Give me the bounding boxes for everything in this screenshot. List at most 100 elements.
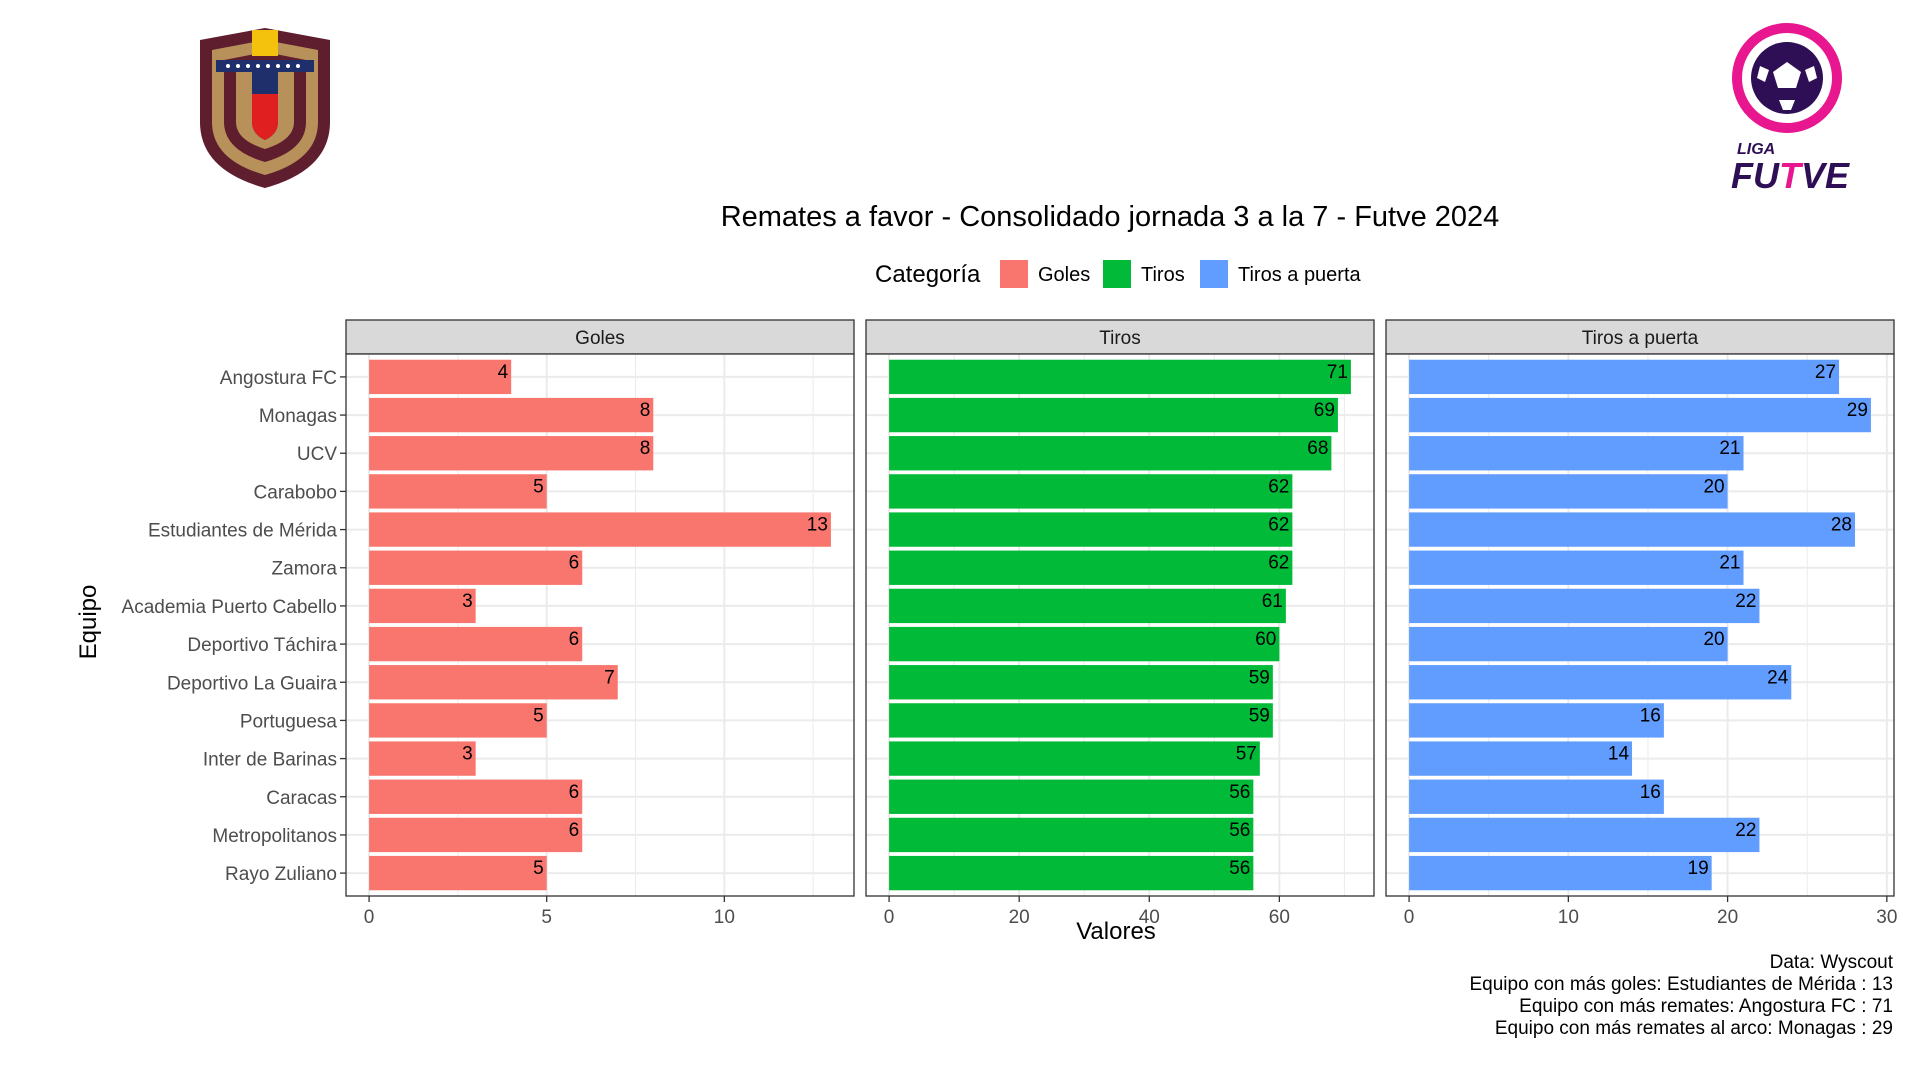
bar-2-13 [1409,855,1712,891]
y-tick-label-8: Deportivo La Guaira [167,673,337,694]
strip-label-0: Goles [575,328,625,349]
bar-label-0-2: 8 [640,438,651,459]
legend-key-2 [1200,260,1228,288]
panel-1: Tiros 71 69 68 62 62 62 61 60 59 59 57 56 56 56 0 20 40 60 [865,319,1375,928]
bar-0-13 [369,855,547,891]
bar-label-2-11: 16 [1640,782,1661,803]
bar-label-2-0: 27 [1815,362,1836,383]
y-tick-label-12: Metropolitanos [212,826,337,847]
bar-1-12 [889,817,1254,853]
x-tick-label-2-1: 10 [1558,907,1579,928]
legend-key-0 [1000,260,1028,288]
bar-label-1-4: 62 [1268,515,1289,536]
bar-0-4 [369,512,831,547]
bar-1-1 [889,397,1338,433]
bar-label-0-8: 7 [604,667,615,688]
bar-label-0-3: 5 [533,476,544,497]
bar-1-6 [889,588,1286,624]
strip-label-2: Tiros a puerta [1582,328,1699,349]
y-axis: Angostura FC Monagas UCV Carabobo Estudiante… [122,368,346,885]
bar-2-1 [1409,397,1871,433]
y-tick-label-5: Zamora [272,559,338,580]
panel-0: Goles 4 8 8 5 13 6 3 6 7 5 3 6 6 5 0 5 10 [345,319,855,928]
bar-0-0 [369,359,512,395]
bar-label-2-13: 19 [1688,858,1709,879]
bar-label-1-1: 69 [1314,400,1335,421]
facet-panels: Goles 4 8 8 5 13 6 3 6 7 5 3 6 6 5 0 5 10 Tiros 71 69 68 62 62 6… [345,319,1897,928]
bar-2-9 [1409,703,1664,738]
bar-2-5 [1409,550,1744,585]
bar-label-1-8: 59 [1249,667,1270,688]
bar-label-2-9: 16 [1640,705,1661,726]
legend-title: Categoría [875,261,981,288]
bar-label-1-0: 71 [1327,362,1348,383]
bar-2-11 [1409,779,1664,814]
y-tick-label-0: Angostura FC [220,368,337,389]
y-tick-label-7: Deportivo Táchira [187,635,337,656]
bar-label-1-2: 68 [1307,438,1328,459]
fvf-crest-logo [200,28,330,188]
x-tick-label-2-3: 30 [1876,907,1897,928]
bar-label-2-12: 22 [1735,820,1756,841]
bar-1-9 [889,703,1273,738]
bar-2-2 [1409,436,1744,471]
bar-label-2-6: 22 [1735,591,1756,612]
bar-label-2-1: 29 [1847,400,1868,421]
bar-1-8 [889,665,1273,700]
bar-label-0-0: 4 [498,362,509,383]
bar-1-11 [889,779,1254,814]
bar-2-8 [1409,665,1792,700]
panel-2: Tiros a puerta 27 29 21 20 28 21 22 20 24 16 14 16 22… [1385,319,1897,928]
liga-text: LIGA [1737,141,1775,158]
caption-line-2: Equipo con más remates: Angostura FC : 7… [1519,996,1893,1017]
x-tick-label-2-2: 20 [1717,907,1738,928]
bar-label-2-4: 28 [1831,515,1852,536]
panel-bg-0 [346,354,854,896]
bar-label-0-10: 3 [462,744,473,765]
caption-line-3: Equipo con más remates al arco: Monagas … [1495,1018,1893,1039]
bar-label-1-12: 56 [1229,820,1250,841]
bar-0-3 [369,474,547,509]
bar-label-1-5: 62 [1268,553,1289,574]
legend-label-2: Tiros a puerta [1238,264,1362,286]
bar-0-6 [369,588,476,624]
panel-border-0 [345,353,855,897]
bar-label-1-7: 60 [1255,629,1276,650]
bar-label-2-5: 21 [1719,553,1740,574]
strip-1 [865,319,1375,355]
bar-label-1-13: 56 [1229,858,1250,879]
bar-1-2 [889,436,1332,471]
x-axis-title: Valores [1076,918,1156,945]
legend: Categoría Goles Tiros Tiros a puerta [875,260,1362,288]
strip-2 [1385,319,1895,355]
liga-futve-logo: LIGA FUTVE [1731,23,1850,196]
bar-label-0-9: 5 [533,705,544,726]
bar-2-10 [1409,741,1633,776]
bar-1-10 [889,741,1260,776]
bar-label-0-13: 5 [533,858,544,879]
x-tick-label-0-2: 10 [714,907,735,928]
bar-2-0 [1409,359,1840,395]
bar-label-2-2: 21 [1719,438,1740,459]
strip-0 [345,319,855,355]
y-tick-label-1: Monagas [259,406,337,427]
bar-2-12 [1409,817,1760,853]
bar-2-3 [1409,474,1728,509]
strip-label-1: Tiros [1099,328,1141,349]
bar-label-2-3: 20 [1703,476,1724,497]
x-tick-label-1-1: 20 [1009,907,1030,928]
bar-0-9 [369,703,547,738]
bar-1-3 [889,474,1293,509]
x-tick-label-1-0: 0 [884,907,895,928]
y-tick-label-10: Inter de Barinas [203,750,337,771]
panel-bg-2 [1386,354,1894,896]
legend-label-0: Goles [1038,264,1090,286]
bar-0-5 [369,550,583,585]
y-tick-label-2: UCV [297,444,337,465]
legend-key-1 [1103,260,1131,288]
bar-1-13 [889,855,1254,891]
x-tick-label-1-2: 40 [1139,907,1160,928]
y-tick-label-9: Portuguesa [240,711,338,732]
